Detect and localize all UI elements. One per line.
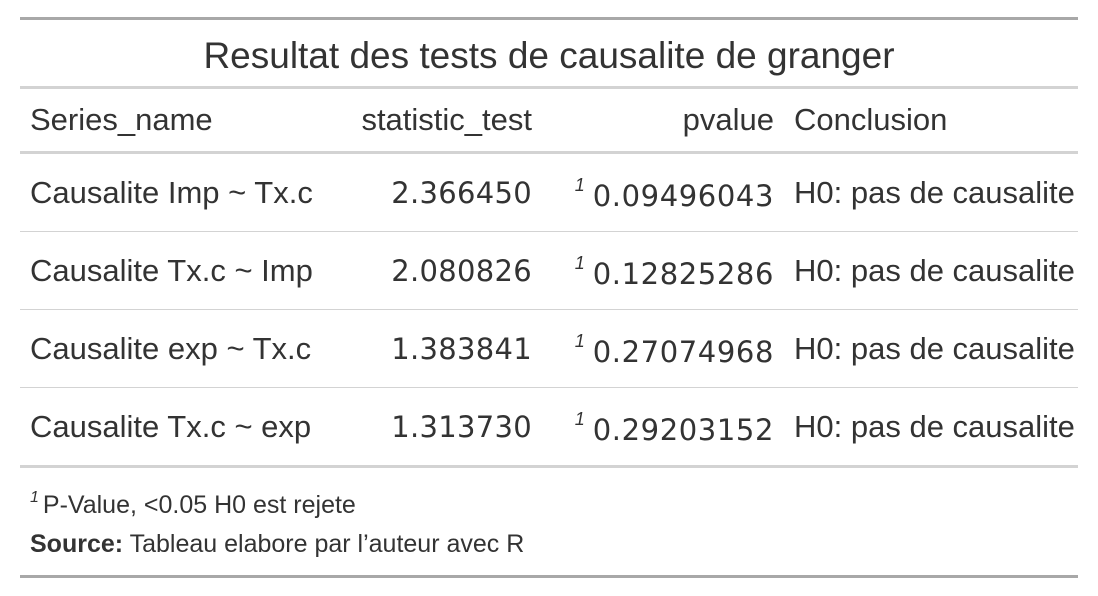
- bottom-rule: [20, 575, 1078, 578]
- cell-pvalue: 1 0.12825286: [538, 231, 774, 310]
- results-table-container: Resultat des tests de causalite de grang…: [20, 17, 1078, 578]
- cell-conclusion: H0: pas de causalite: [774, 231, 1078, 310]
- footnote-mark: 1: [574, 408, 585, 429]
- cell-conclusion: H0: pas de causalite: [774, 152, 1078, 232]
- column-header-statistic-test: statistic_test: [332, 89, 538, 154]
- header-row: Series_name statistic_test pvalue Conclu…: [20, 89, 1078, 154]
- pvalue-value: 0.12825286: [592, 256, 774, 291]
- pvalue-value: 0.09496043: [592, 178, 774, 213]
- cell-conclusion: H0: pas de causalite: [774, 387, 1078, 468]
- footnote: 1 P-Value, <0.05 H0 est rejete: [30, 468, 1078, 519]
- cell-statistic-test: 2.366450: [332, 152, 538, 232]
- cell-pvalue: 1 0.27074968: [538, 309, 774, 388]
- footnote-mark: 1: [574, 174, 585, 195]
- table-row: Causalite Tx.c ~ exp 1.313730 1 0.2920315…: [20, 387, 1078, 468]
- cell-series-name: Causalite Imp ~ Tx.c: [20, 152, 332, 232]
- source-note: Source: Tableau elabore par l’auteur ave…: [30, 518, 1078, 568]
- title-rule: [20, 86, 1078, 89]
- cell-statistic-test: 2.080826: [332, 231, 538, 310]
- column-header-conclusion: Conclusion: [774, 89, 1078, 154]
- table-footnotes: 1 P-Value, <0.05 H0 est rejete Source: Ta…: [20, 468, 1078, 568]
- footnote-mark: 1: [30, 489, 39, 506]
- source-label: Source:: [30, 530, 124, 558]
- table-title: Resultat des tests de causalite de grang…: [203, 35, 895, 76]
- cell-statistic-test: 1.313730: [332, 387, 538, 468]
- cell-statistic-test: 1.383841: [332, 309, 538, 388]
- results-table: Series_name statistic_test pvalue Conclu…: [20, 89, 1078, 468]
- footnote-text: P-Value, <0.05 H0 est rejete: [42, 491, 356, 519]
- cell-conclusion: H0: pas de causalite: [774, 309, 1078, 388]
- source-text: Tableau elabore par l’auteur avec R: [129, 530, 525, 558]
- pvalue-value: 0.29203152: [592, 412, 774, 447]
- pvalue-value: 0.27074968: [592, 334, 774, 369]
- cell-pvalue: 1 0.09496043: [538, 152, 774, 232]
- top-rule: [20, 17, 1078, 20]
- cell-series-name: Causalite exp ~ Tx.c: [20, 309, 332, 388]
- table-row: Causalite Imp ~ Tx.c 2.366450 1 0.0949604…: [20, 152, 1078, 232]
- footnote-mark: 1: [574, 252, 585, 273]
- table-row: Causalite Tx.c ~ Imp 2.080826 1 0.1282528…: [20, 231, 1078, 310]
- column-header-series-name: Series_name: [20, 89, 332, 154]
- cell-pvalue: 1 0.29203152: [538, 387, 774, 468]
- footnote-mark: 1: [574, 330, 585, 351]
- cell-series-name: Causalite Tx.c ~ Imp: [20, 231, 332, 310]
- column-header-pvalue: pvalue: [538, 89, 774, 154]
- cell-series-name: Causalite Tx.c ~ exp: [20, 387, 332, 468]
- table-row: Causalite exp ~ Tx.c 1.383841 1 0.2707496…: [20, 309, 1078, 388]
